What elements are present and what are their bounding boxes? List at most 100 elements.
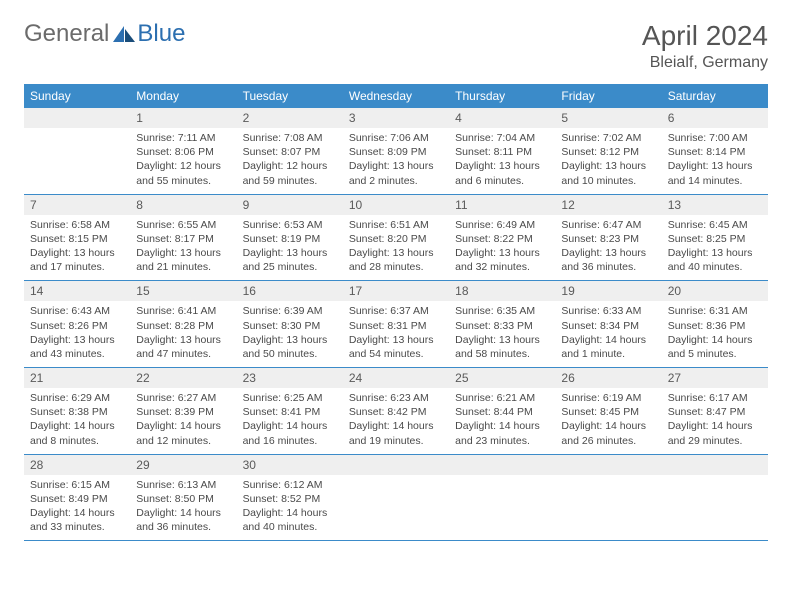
day-number: [343, 455, 449, 475]
sunrise-text: Sunrise: 6:58 AM: [30, 218, 124, 232]
month-title: April 2024: [642, 20, 768, 52]
day-cell: 21Sunrise: 6:29 AMSunset: 8:38 PMDayligh…: [24, 368, 130, 454]
day-cell: [449, 455, 555, 541]
day-body: Sunrise: 6:47 AMSunset: 8:23 PMDaylight:…: [555, 215, 661, 275]
sunrise-text: Sunrise: 6:33 AM: [561, 304, 655, 318]
day-body: Sunrise: 7:00 AMSunset: 8:14 PMDaylight:…: [662, 128, 768, 188]
day-number: 28: [24, 455, 130, 475]
sunset-text: Sunset: 8:30 PM: [243, 319, 337, 333]
day-header-sat: Saturday: [662, 84, 768, 108]
sunrise-text: Sunrise: 6:25 AM: [243, 391, 337, 405]
day-cell: 11Sunrise: 6:49 AMSunset: 8:22 PMDayligh…: [449, 195, 555, 281]
day-number: [555, 455, 661, 475]
week-row: 14Sunrise: 6:43 AMSunset: 8:26 PMDayligh…: [24, 281, 768, 368]
week-row: 28 Sunrise: 6:15 AMSunset: 8:49 PM Dayligh…: [24, 455, 768, 542]
day-cell: [662, 455, 768, 541]
day-header-wed: Wednesday: [343, 84, 449, 108]
brand-logo: General Blue: [24, 20, 185, 48]
daylight-text: Daylight: 13 hours and 10 minutes.: [561, 159, 655, 187]
sunset-text: Sunset: 8:49 PM: [30, 492, 124, 506]
daylight-text: Daylight: 14 hours and 8 minutes.: [30, 419, 124, 447]
sunset-text: Sunset: 8:11 PM: [455, 145, 549, 159]
sunset-text: Sunset: 8:25 PM: [668, 232, 762, 246]
sunrise-text: Sunrise: 7:06 AM: [349, 131, 443, 145]
sunrise-text: Sunrise: 7:02 AM: [561, 131, 655, 145]
day-cell: 2Sunrise: 7:08 AMSunset: 8:07 PMDaylight…: [237, 108, 343, 194]
day-cell: 9Sunrise: 6:53 AMSunset: 8:19 PMDaylight…: [237, 195, 343, 281]
day-number: 6: [662, 108, 768, 128]
day-cell: 18Sunrise: 6:35 AMSunset: 8:33 PMDayligh…: [449, 281, 555, 367]
day-body: Sunrise: 6:49 AMSunset: 8:22 PMDaylight:…: [449, 215, 555, 275]
sail-icon: [113, 26, 135, 42]
day-number: 29: [130, 455, 236, 475]
daylight-text: Daylight: 13 hours and 21 minutes.: [136, 246, 230, 274]
day-number: 1: [130, 108, 236, 128]
day-header-sun: Sunday: [24, 84, 130, 108]
day-number: 17: [343, 281, 449, 301]
sunrise-text: Sunrise: 7:04 AM: [455, 131, 549, 145]
weeks-container: 1Sunrise: 7:11 AMSunset: 8:06 PMDaylight…: [24, 108, 768, 541]
sunset-text: Sunset: 8:06 PM: [136, 145, 230, 159]
sunrise-text: Sunrise: 6:21 AM: [455, 391, 549, 405]
sunrise-text: Sunrise: 6:27 AM: [136, 391, 230, 405]
day-number: 20: [662, 281, 768, 301]
daylight-text: Daylight: 14 hours and 19 minutes.: [349, 419, 443, 447]
sunrise-text: Sunrise: 6:37 AM: [349, 304, 443, 318]
sunset-text: Sunset: 8:34 PM: [561, 319, 655, 333]
daylight-text: Daylight: 13 hours and 2 minutes.: [349, 159, 443, 187]
day-header-thu: Thursday: [449, 84, 555, 108]
day-body: Sunrise: 6:45 AMSunset: 8:25 PMDaylight:…: [662, 215, 768, 275]
sunrise-text: Sunrise: 6:53 AM: [243, 218, 337, 232]
day-number: 2: [237, 108, 343, 128]
day-body: Sunrise: 6:13 AMSunset: 8:50 PMDaylight:…: [130, 475, 236, 535]
day-number: 16: [237, 281, 343, 301]
day-cell: 8Sunrise: 6:55 AMSunset: 8:17 PMDaylight…: [130, 195, 236, 281]
sunset-text: Sunset: 8:41 PM: [243, 405, 337, 419]
day-cell: [555, 455, 661, 541]
sunset-text: Sunset: 8:44 PM: [455, 405, 549, 419]
brand-general: General: [24, 20, 109, 48]
day-number: 3: [343, 108, 449, 128]
day-body: Sunrise: 6:19 AMSunset: 8:45 PMDaylight:…: [555, 388, 661, 448]
week-row: 1Sunrise: 7:11 AMSunset: 8:06 PMDaylight…: [24, 108, 768, 195]
daylight-text: Daylight: 14 hours and 40 minutes.: [243, 506, 337, 534]
daylight-text: Daylight: 13 hours and 6 minutes.: [455, 159, 549, 187]
day-body: Sunrise: 6:53 AMSunset: 8:19 PMDaylight:…: [237, 215, 343, 275]
sunrise-text: Sunrise: 6:51 AM: [349, 218, 443, 232]
day-cell: 22Sunrise: 6:27 AMSunset: 8:39 PMDayligh…: [130, 368, 236, 454]
day-number: 24: [343, 368, 449, 388]
daylight-text: Daylight: 13 hours and 17 minutes.: [30, 246, 124, 274]
sunrise-text: Sunrise: 6:19 AM: [561, 391, 655, 405]
day-number: 9: [237, 195, 343, 215]
daylight-text: Daylight: 13 hours and 54 minutes.: [349, 333, 443, 361]
day-body: Sunrise: 6:35 AMSunset: 8:33 PMDaylight:…: [449, 301, 555, 361]
day-number: 15: [130, 281, 236, 301]
sunset-text: Sunset: 8:15 PM: [30, 232, 124, 246]
sunset-text: Sunset: 8:12 PM: [561, 145, 655, 159]
calendar-page: General Blue April 2024 Bleialf, Germany…: [0, 0, 792, 561]
day-cell: 1Sunrise: 7:11 AMSunset: 8:06 PMDaylight…: [130, 108, 236, 194]
day-cell: 17 Sunrise: 6:37 AMSunset: 8:31 PMDayligh…: [343, 281, 449, 367]
sunset-text: Sunset: 8:47 PM: [668, 405, 762, 419]
day-body: Sunrise: 6:33 AMSunset: 8:34 PMDaylight:…: [555, 301, 661, 361]
day-body: Sunrise: 6:12 AMSunset: 8:52 PMDaylight:…: [237, 475, 343, 535]
day-cell: 29Sunrise: 6:13 AMSunset: 8:50 PMDayligh…: [130, 455, 236, 541]
sunrise-text: Sunrise: 6:35 AM: [455, 304, 549, 318]
day-cell: 5Sunrise: 7:02 AMSunset: 8:12 PMDaylight…: [555, 108, 661, 194]
day-cell: 25Sunrise: 6:21 AMSunset: 8:44 PMDayligh…: [449, 368, 555, 454]
daylight-text: Daylight: 14 hours and 23 minutes.: [455, 419, 549, 447]
sunrise-text: Sunrise: 7:08 AM: [243, 131, 337, 145]
sunset-text: Sunset: 8:31 PM: [349, 319, 443, 333]
sunset-text: Sunset: 8:17 PM: [136, 232, 230, 246]
day-number: 18: [449, 281, 555, 301]
sunset-text: Sunset: 8:50 PM: [136, 492, 230, 506]
day-number: 23: [237, 368, 343, 388]
day-body: Sunrise: 7:04 AMSunset: 8:11 PMDaylight:…: [449, 128, 555, 188]
daylight-text: Daylight: 14 hours and 1 minute.: [561, 333, 655, 361]
daylight-text: Daylight: 14 hours and 16 minutes.: [243, 419, 337, 447]
sunset-text: Sunset: 8:45 PM: [561, 405, 655, 419]
sunrise-text: Sunrise: 6:15 AM: [30, 478, 124, 492]
sunset-text: Sunset: 8:52 PM: [243, 492, 337, 506]
day-number: 27: [662, 368, 768, 388]
sunrise-text: Sunrise: 6:29 AM: [30, 391, 124, 405]
